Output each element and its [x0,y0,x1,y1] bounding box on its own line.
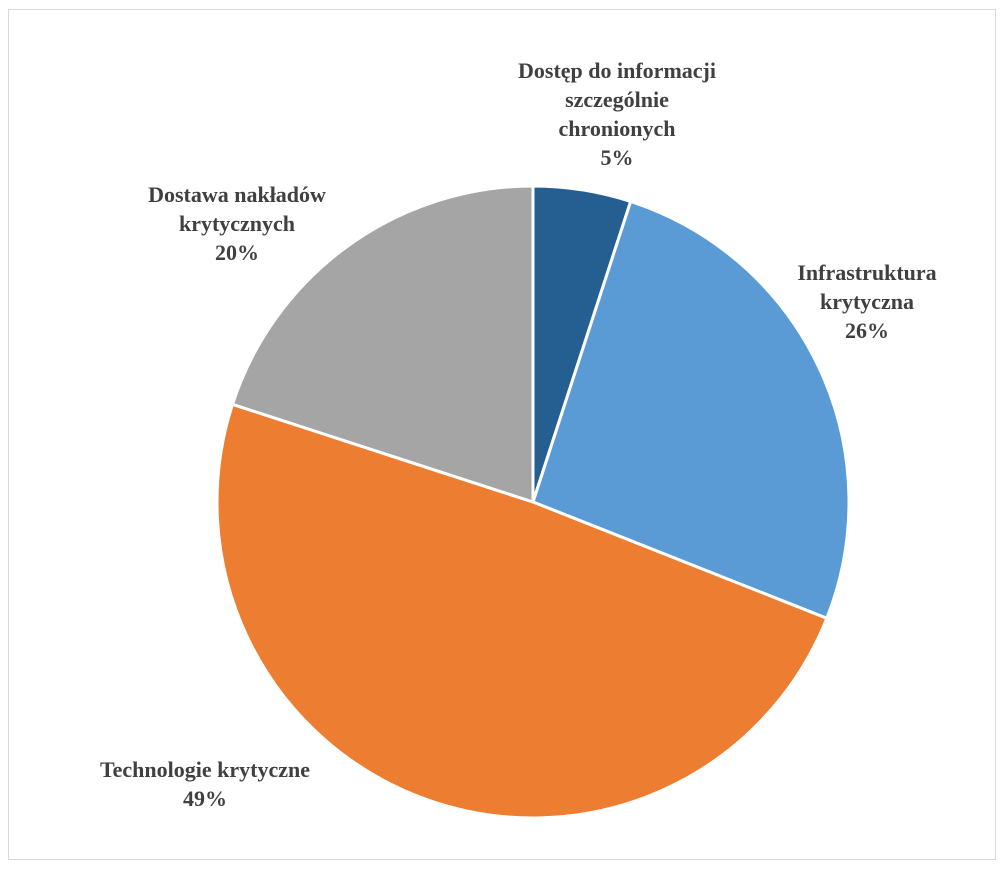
data-label-name-line: Dostawa nakładów [148,182,326,207]
data-label-value: 26% [845,318,889,343]
pie-slice-critical-infrastructure [531,199,851,620]
data-label-value: 5% [601,145,634,170]
pie-slice-critical-supplies [230,184,535,504]
data-label-name-line: Technologie krytyczne [100,757,310,782]
data-label-value: 49% [183,786,227,811]
pie-slices [215,184,851,820]
data-label-value: 20% [215,240,259,265]
data-label-name-line: chronionych [559,116,676,141]
data-label-name-line: szczególnie [565,87,669,112]
data-label-name-line: krytycznych [179,211,295,236]
data-label-name-line: Dostęp do informacji [518,58,716,83]
data-label-critical-supplies: Dostawa nakładów krytycznych 20% [148,182,326,265]
data-label-critical-infrastructure: Infrastruktura krytyczna 26% [797,260,936,343]
data-label-critical-technologies: Technologie krytyczne 49% [100,757,310,811]
data-label-name-line: krytyczna [820,289,914,314]
data-label-name-line: Infrastruktura [797,260,936,285]
pie-slice-critical-technologies [215,402,829,820]
data-label-access-sensitive-info: Dostęp do informacji szczególnie chroniony… [518,58,716,170]
pie-data-labels: Dostęp do informacji szczególnie chroniony… [100,58,937,811]
